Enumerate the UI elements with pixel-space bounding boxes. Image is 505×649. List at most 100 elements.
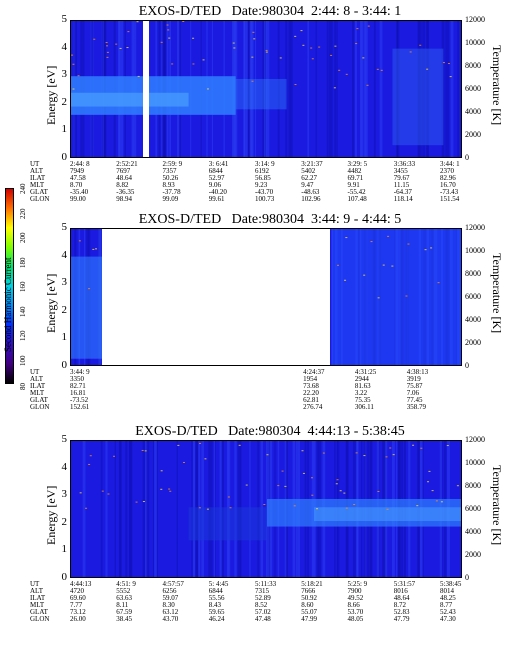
- spectrogram-speckle: [430, 247, 433, 249]
- ephemeris-value: 4:51: 9: [116, 580, 136, 588]
- ephemeris-value: 11.15: [393, 181, 410, 189]
- ephemeris-value: 55.07: [301, 608, 317, 616]
- ephemeris-name: GLON: [30, 403, 50, 411]
- ephemeris-value: 48.64: [393, 594, 410, 602]
- ephemeris-value: 5552: [116, 587, 131, 595]
- spectrogram-streak: [328, 21, 330, 157]
- spectrogram-speckle: [281, 470, 284, 472]
- spectrogram-speckle: [284, 485, 287, 487]
- spectrogram-speckle: [279, 57, 282, 59]
- spectrogram-speckle: [199, 442, 202, 444]
- ephemeris-value: 63.63: [116, 594, 132, 602]
- y-tick-right: 8000: [465, 481, 481, 490]
- spectrogram-speckle: [370, 241, 373, 243]
- spectrogram-speckle: [363, 274, 366, 276]
- spectrogram-speckle: [336, 479, 339, 481]
- spectrogram-speckle: [206, 508, 209, 510]
- spectrogram-speckle: [386, 508, 389, 510]
- spectrogram-speckle: [92, 248, 95, 250]
- spectrogram-speckle: [115, 43, 118, 45]
- ephemeris-value: 306.11: [354, 403, 374, 411]
- spectrogram-speckle: [127, 31, 130, 33]
- ephemeris-value: 48.25: [440, 594, 456, 602]
- spectrogram-speckle: [107, 493, 110, 495]
- ephemeris-value: 6256: [162, 587, 177, 595]
- ephemeris-value: 5:25: 9: [347, 580, 368, 588]
- spectrogram-streak: [363, 21, 367, 157]
- ephemeris-value: 152.61: [70, 403, 90, 411]
- ephemeris-name: GLON: [30, 195, 50, 203]
- spectrogram-speckle: [377, 297, 380, 299]
- ephemeris-value: 52.97: [208, 174, 225, 182]
- ephemeris-name: ALT: [30, 587, 43, 595]
- y-tick: 3: [61, 488, 68, 501]
- spectrogram-speckle: [356, 28, 359, 30]
- spectrogram-speckle: [316, 508, 319, 510]
- ephemeris-value: -43.70: [255, 188, 274, 196]
- spectrogram-speckle: [301, 450, 304, 452]
- ephemeris-value: 3:44: 1: [440, 160, 460, 168]
- spectrogram-streak: [290, 21, 293, 157]
- spectrogram-speckle: [391, 265, 394, 267]
- spectrogram-speckle: [89, 455, 92, 457]
- ephemeris-value: 81.63: [354, 382, 371, 390]
- ephemeris-value: 102.96: [301, 195, 321, 203]
- spectrogram-speckle: [420, 447, 423, 449]
- y-tick: 0: [61, 359, 68, 371]
- ephemeris-value: 8.82: [116, 181, 129, 189]
- intensity-band: [331, 229, 461, 365]
- chart-title: EXOS-D/TED Date:980304 2:44: 8 - 3:44: 1: [138, 4, 402, 19]
- ephemeris-value: 4720: [70, 587, 84, 595]
- ephemeris-value: 8.60: [301, 601, 314, 609]
- ephemeris-value: 2:44: 8: [70, 160, 90, 168]
- y-tick-right: 10000: [465, 458, 485, 467]
- spectrogram-speckle: [88, 288, 91, 290]
- spectrogram-speckle: [407, 243, 410, 245]
- spectrogram-speckle: [168, 37, 171, 39]
- ephemeris-value: 3350: [70, 375, 84, 383]
- ephemeris-value: 59.65: [208, 608, 225, 616]
- y-tick: 5: [61, 433, 68, 445]
- spectrogram-streak: [119, 441, 121, 577]
- spectrogram-speckle: [363, 455, 366, 457]
- y-axis-label: Energy [eV]: [44, 65, 58, 125]
- ephemeris-value: 8.30: [162, 601, 175, 609]
- ephemeris-value: 16.70: [440, 181, 456, 189]
- spectrogram-speckle: [160, 488, 163, 490]
- ephemeris-value: -40.20: [208, 188, 227, 196]
- ephemeris-value: 5402: [301, 167, 316, 175]
- ephemeris-name: UT: [30, 160, 40, 168]
- ephemeris-value: 7.77: [70, 601, 83, 609]
- ephemeris-value: 73.12: [70, 608, 86, 616]
- spectrogram-speckle: [238, 444, 241, 446]
- ephemeris-value: 9.47: [301, 181, 314, 189]
- ephemeris-name: GLAT: [30, 608, 48, 616]
- spectrogram-speckle: [266, 454, 269, 456]
- y-tick-right: 2000: [465, 130, 481, 139]
- ephemeris-value: 3:44: 9: [70, 368, 90, 376]
- spectrogram-speckle: [424, 249, 427, 251]
- spectrogram-speckle: [144, 450, 147, 452]
- ephemeris-value: 49.52: [347, 594, 364, 602]
- spectrogram-speckle: [171, 63, 174, 65]
- ephemeris-value: 69.60: [70, 594, 86, 602]
- spectrogram: [71, 21, 461, 157]
- ephemeris-value: 7357: [162, 167, 177, 175]
- spectrogram-streak: [450, 21, 454, 157]
- spectrogram-speckle: [160, 41, 163, 43]
- ephemeris-value: 9.06: [208, 181, 221, 189]
- spectrogram-streak: [146, 441, 150, 577]
- ephemeris-value: 55.56: [208, 594, 225, 602]
- spectrogram-speckle: [435, 500, 438, 502]
- ephemeris-value: 5:38:45: [440, 580, 462, 588]
- spectrogram-streak: [265, 21, 268, 157]
- spectrogram-streak: [125, 441, 128, 577]
- spectrogram-speckle: [318, 46, 321, 48]
- spectrogram-speckle: [277, 485, 280, 487]
- spectrogram-speckle: [177, 444, 180, 446]
- ephemeris-name: ILAT: [30, 174, 46, 182]
- y-tick-right: 12000: [465, 435, 485, 444]
- spectrogram-speckle: [427, 481, 430, 483]
- spectrogram-speckle: [387, 235, 390, 237]
- ephemeris-value: 4:31:25: [354, 368, 377, 376]
